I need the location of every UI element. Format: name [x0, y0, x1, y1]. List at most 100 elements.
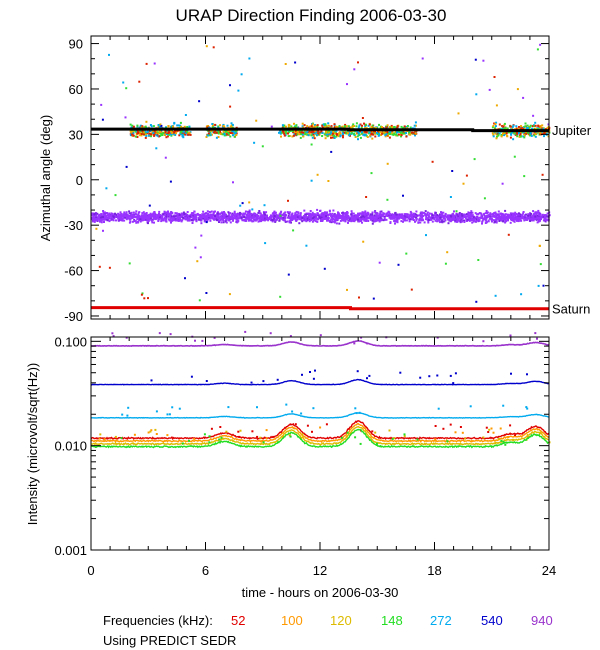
scatter-point-940	[466, 218, 469, 221]
scatter-point-940	[244, 212, 246, 215]
intensity-speck-148	[346, 431, 349, 434]
scatter-point-940	[152, 212, 155, 215]
scatter-point-jupiter-band	[164, 131, 167, 134]
scatter-point-940	[500, 214, 503, 217]
scatter-point-940	[96, 212, 99, 215]
intensity-speck-540	[368, 374, 371, 377]
intensity-speck-52	[459, 426, 462, 428]
scatter-point-jupiter-band	[503, 122, 506, 125]
scatter-point-jupiter-band	[132, 134, 135, 137]
scatter-point-940	[206, 215, 208, 218]
scatter-point-940	[320, 219, 323, 222]
scatter-point-940	[460, 219, 463, 221]
scatter-point-940	[217, 213, 220, 216]
scatter-point-940	[215, 219, 218, 222]
scatter-point-940	[529, 214, 532, 217]
scatter-point-jupiter-band	[498, 132, 501, 135]
scatter-point-940	[236, 216, 239, 219]
scatter-point-940	[408, 220, 411, 223]
scatter-point-jupiter-band	[134, 130, 137, 133]
scatter-point-jupiter-band	[221, 133, 224, 136]
scatter-point-jupiter-band	[288, 135, 291, 137]
scatter-point-outlier	[279, 214, 282, 217]
scatter-point-940	[320, 216, 323, 219]
scatter-point-jupiter-band	[209, 134, 212, 137]
scatter-point-940	[195, 213, 198, 216]
scatter-point-940	[176, 216, 179, 219]
scatter-point-940	[359, 218, 361, 221]
scatter-point-940	[507, 216, 510, 219]
scatter-point-940	[227, 211, 230, 214]
scatter-point-940	[454, 216, 457, 219]
scatter-point-940	[190, 219, 193, 222]
scatter-point-940	[262, 215, 265, 218]
scatter-point-jupiter-band	[492, 125, 495, 127]
scatter-point-jupiter-band	[169, 129, 172, 132]
scatter-point-940	[433, 214, 436, 217]
scatter-point-940	[122, 215, 125, 218]
scatter-point-940	[361, 221, 363, 224]
scatter-point-outlier	[100, 103, 103, 106]
scatter-point-940	[198, 218, 201, 221]
scatter-point-940	[340, 216, 343, 219]
scatter-point-940	[413, 212, 415, 215]
scatter-point-jupiter-band	[316, 126, 319, 129]
scatter-point-jupiter-band	[331, 136, 334, 139]
scatter-point-940	[518, 216, 521, 219]
intensity-speck-100	[319, 426, 322, 429]
scatter-point-940	[153, 221, 155, 224]
intensity-speck-120	[225, 430, 228, 433]
scatter-point-jupiter-band	[165, 133, 168, 136]
scatter-point-940	[263, 217, 266, 220]
scatter-point-jupiter-band	[188, 131, 191, 134]
scatter-point-940	[345, 212, 348, 215]
scatter-point-940	[191, 213, 194, 216]
scatter-point-940	[386, 214, 389, 217]
scatter-point-940	[257, 215, 260, 217]
intensity-speck-940	[353, 342, 356, 345]
scatter-point-940	[312, 219, 315, 222]
scatter-point-940	[379, 211, 382, 214]
scatter-point-jupiter-band	[543, 135, 545, 138]
scatter-point-jupiter-band	[285, 132, 288, 135]
scatter-point-jupiter-band	[152, 131, 155, 134]
scatter-point-jupiter-band	[546, 127, 549, 130]
scatter-point-940	[329, 213, 332, 215]
scatter-point-940	[356, 218, 359, 221]
scatter-point-jupiter-band	[350, 132, 353, 135]
scatter-point-jupiter-band	[316, 133, 319, 136]
scatter-point-940	[425, 218, 427, 221]
scatter-point-940	[525, 213, 527, 216]
scatter-point-940	[209, 215, 212, 218]
scatter-point-jupiter-band	[311, 123, 314, 126]
scatter-point-jupiter-band	[283, 132, 286, 135]
scatter-point-940	[287, 215, 290, 217]
scatter-point-940	[175, 212, 178, 215]
scatter-point-940	[240, 216, 243, 219]
intensity-speck-272	[126, 414, 129, 417]
scatter-point-outlier	[522, 96, 525, 99]
scatter-point-940	[284, 215, 287, 218]
scatter-point-940	[139, 218, 142, 221]
scatter-point-jupiter-band	[223, 133, 226, 135]
scatter-point-940	[119, 213, 122, 216]
scatter-point-outlier	[184, 114, 187, 116]
scatter-point-940	[172, 219, 175, 222]
scatter-point-940	[299, 215, 302, 218]
scatter-point-940	[135, 221, 138, 224]
scatter-point-outlier	[294, 61, 297, 64]
intensity-speck-100	[103, 438, 106, 441]
scatter-point-940	[534, 212, 537, 214]
scatter-point-940	[213, 217, 216, 220]
scatter-point-940	[402, 220, 404, 223]
scatter-point-jupiter-band	[145, 135, 148, 137]
scatter-point-940	[218, 219, 221, 222]
scatter-point-940	[367, 212, 370, 215]
scatter-point-940	[480, 217, 483, 219]
scatter-point-jupiter-band	[414, 124, 417, 127]
scatter-point-jupiter-band	[382, 131, 385, 134]
scatter-point-940	[183, 217, 186, 220]
scatter-point-outlier	[372, 297, 375, 300]
scatter-point-jupiter-band	[515, 127, 518, 130]
scatter-point-940	[150, 214, 153, 217]
